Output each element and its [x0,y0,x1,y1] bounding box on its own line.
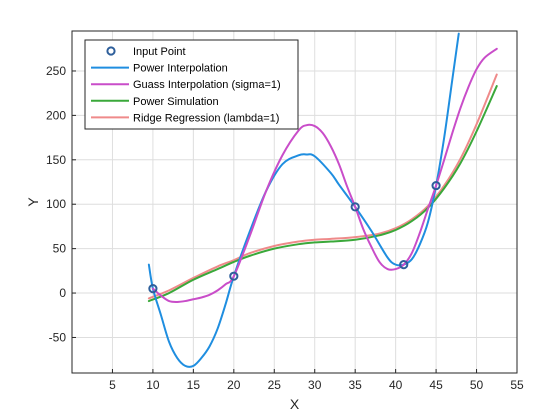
x-tick-label: 30 [308,378,322,392]
x-tick-label: 25 [268,378,282,392]
x-tick-label: 45 [429,378,443,392]
legend-entry: Power Simulation [91,96,219,108]
legend-label: Ridge Regression (lambda=1) [133,112,279,124]
input-point-marker [431,180,441,191]
legend-entry: Input Point [106,46,186,58]
legend-entry: Power Interpolation [91,63,228,75]
series-layer [147,32,498,368]
y-axis-ticks: -50 0 50 100 150 200 250 [46,64,76,344]
x-axis-label: X [290,396,300,412]
y-tick-label: 0 [59,286,66,300]
legend-label: Guass Interpolation (sigma=1) [133,79,281,91]
legend-label: Power Simulation [133,96,219,108]
x-tick-label: 15 [187,378,201,392]
y-tick-label: 150 [46,153,66,167]
x-tick-label: 20 [227,378,241,392]
y-tick-label: 100 [46,197,66,211]
series-line-power-interpolation [147,32,460,368]
legend-entry: Guass Interpolation (sigma=1) [91,79,281,91]
x-axis-ticks: 5 10 15 20 25 30 35 40 45 50 55 [109,369,524,392]
x-tick-label: 10 [146,378,160,392]
legend-marker-input-point [106,46,116,56]
y-tick-label: -50 [49,330,67,344]
y-axis-label: Y [25,197,41,207]
input-points [148,180,441,294]
input-point-marker [399,260,409,270]
y-tick-label: 50 [53,242,67,256]
y-tick-label: 250 [46,64,66,78]
legend: Input Point Power Interpolation Guass Inte… [84,39,299,130]
x-tick-label: 40 [389,378,403,392]
input-point-marker [350,202,360,212]
x-tick-label: 5 [109,378,116,392]
series-line-ridge-regression-lambda-1 [147,73,498,300]
input-point-marker [229,271,239,281]
series-line-guass-interpolation-sigma-1 [151,47,498,303]
series-line-power-simulation [147,85,498,303]
legend-entry: Ridge Regression (lambda=1) [91,112,279,124]
input-point-marker [148,284,158,294]
legend-label: Input Point [133,46,186,58]
x-tick-label: 50 [470,378,484,392]
x-tick-label: 35 [349,378,363,392]
x-tick-label: 55 [510,378,524,392]
y-tick-label: 200 [46,108,66,122]
plot-frame [71,30,518,374]
legend-label: Power Interpolation [133,63,228,75]
